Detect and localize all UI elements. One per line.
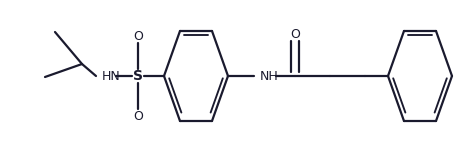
Text: NH: NH [260,69,279,83]
Text: O: O [133,29,143,43]
Text: O: O [290,28,300,40]
Text: S: S [133,69,143,83]
Text: HN: HN [102,69,121,83]
Text: O: O [133,109,143,123]
